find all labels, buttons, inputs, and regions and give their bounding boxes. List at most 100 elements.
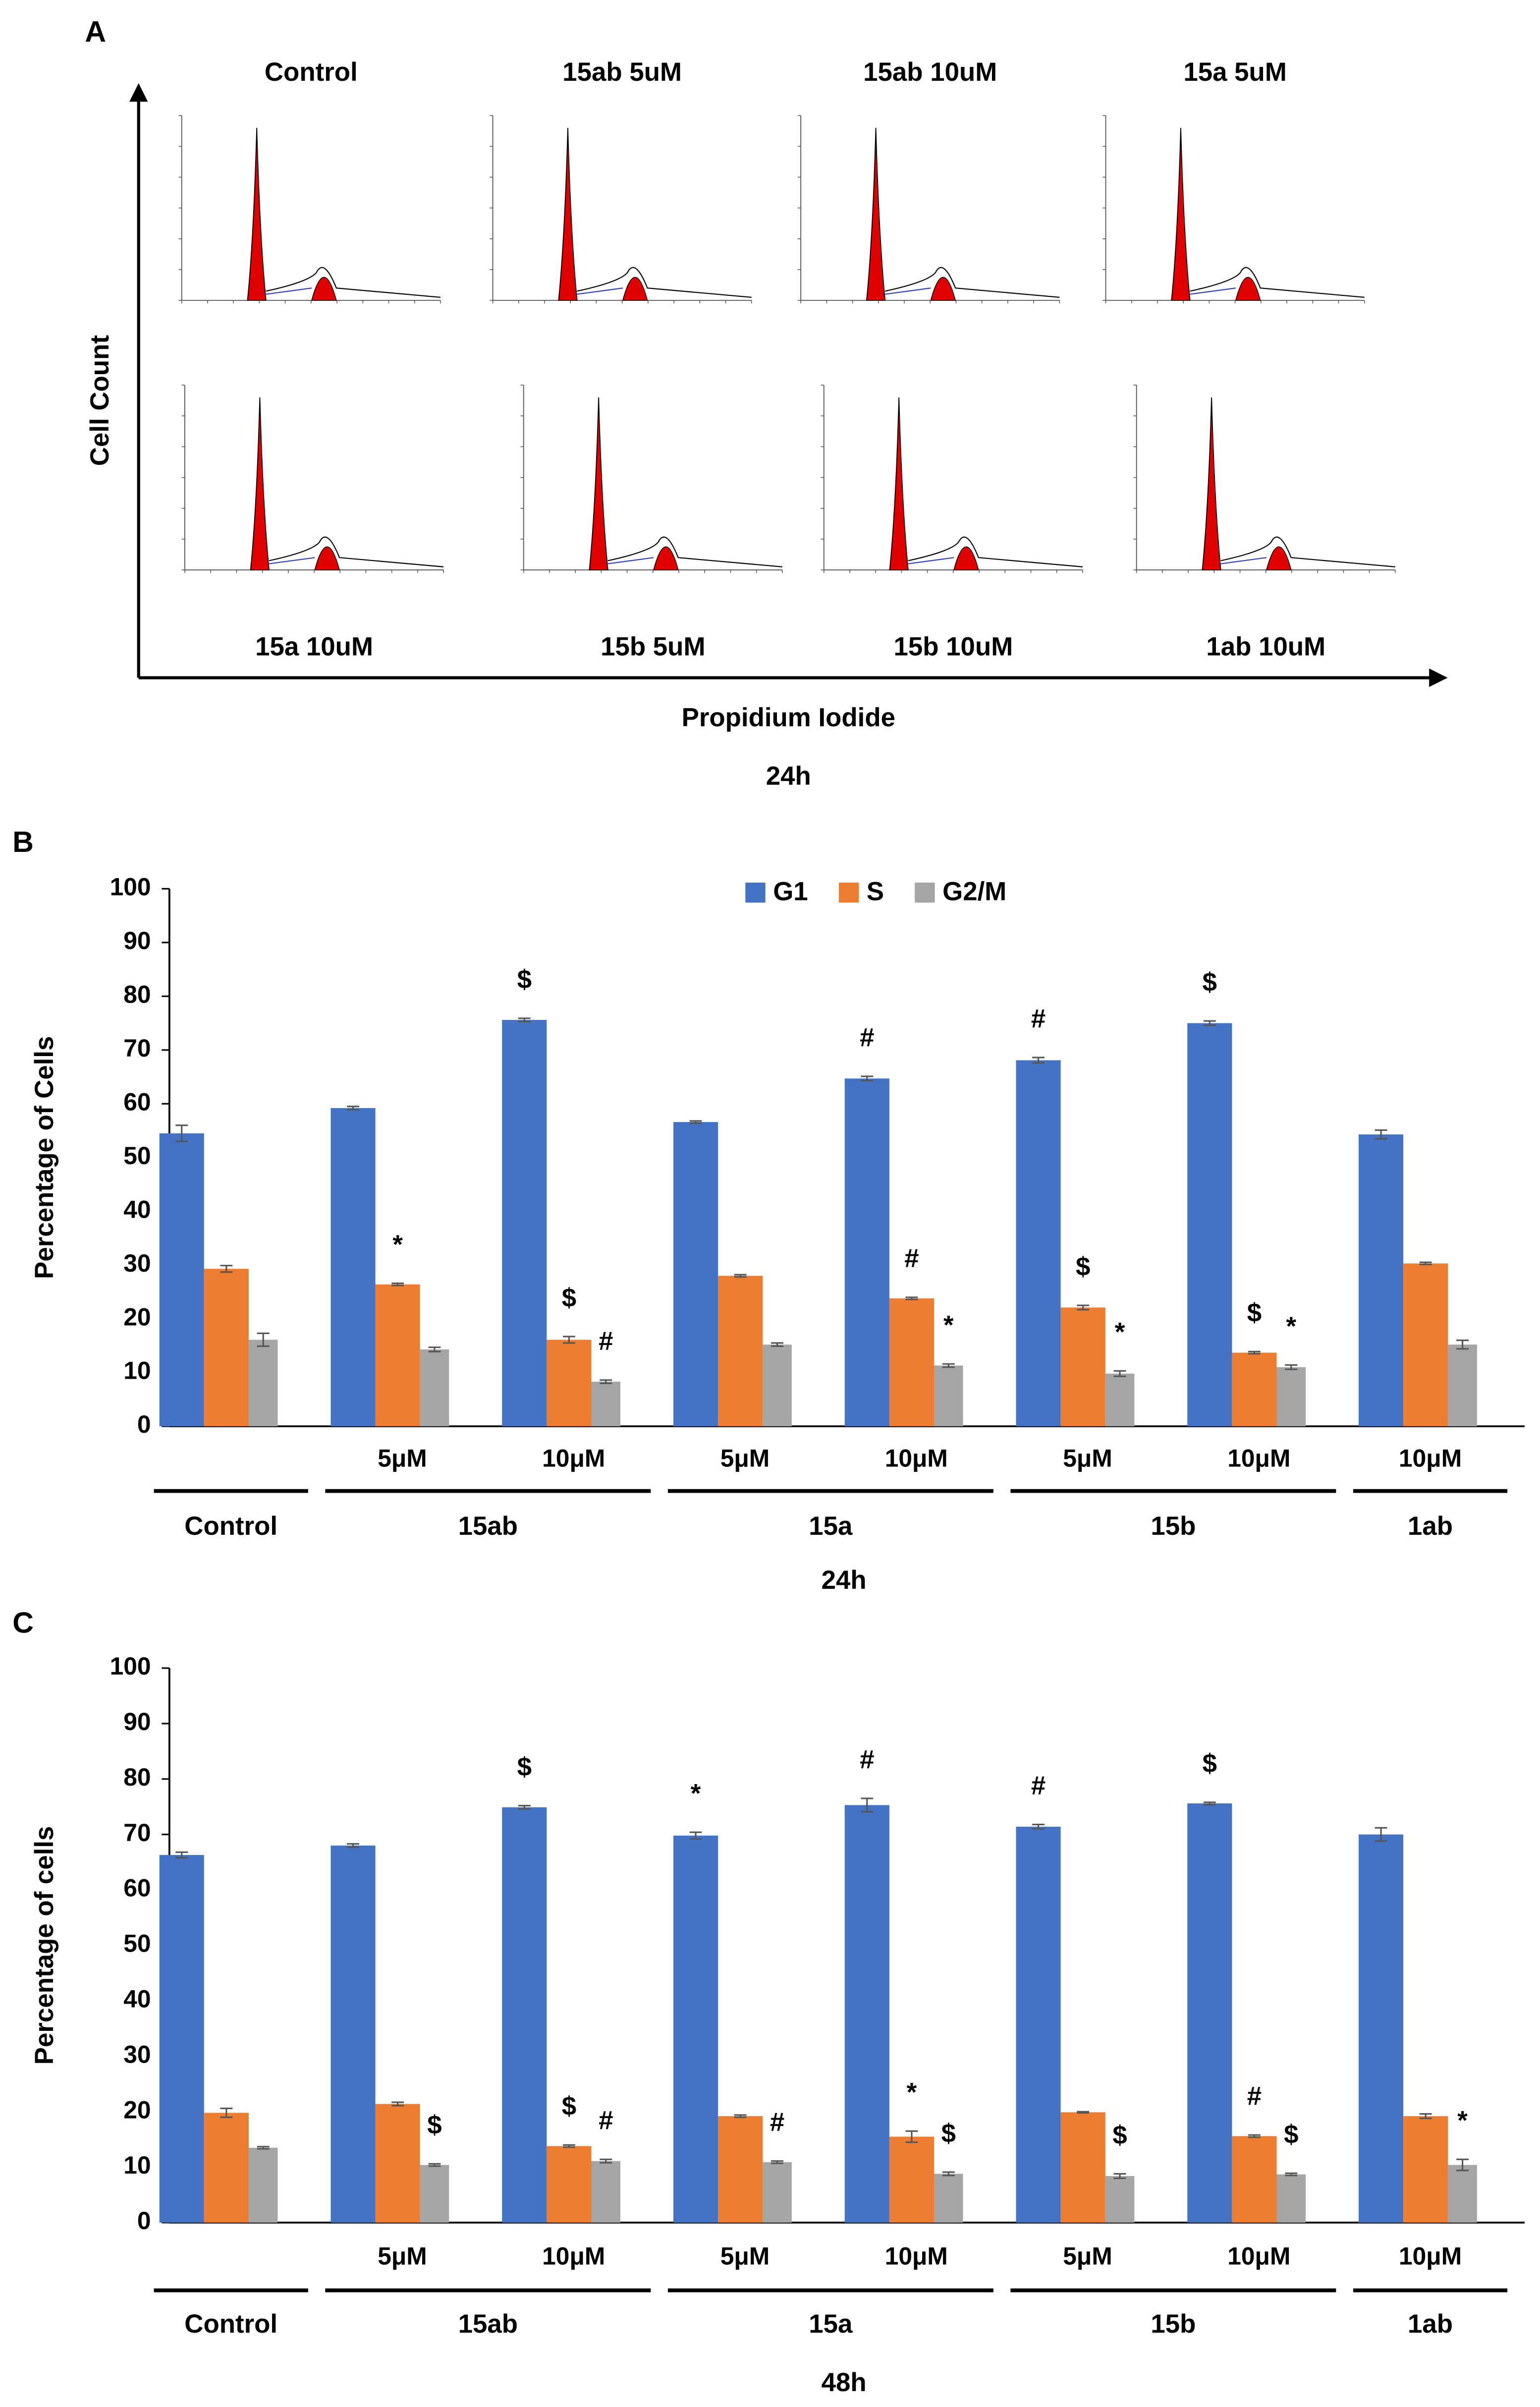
fit-curve <box>607 536 782 567</box>
g1-peak <box>558 128 578 301</box>
panel-label: C <box>12 1607 34 1639</box>
fit-curve <box>577 287 623 295</box>
error-bar <box>257 2146 270 2150</box>
x-tick-label: 10μM <box>885 2242 948 2270</box>
bar <box>763 1344 792 1427</box>
legend-swatch <box>915 882 935 903</box>
y-tick-label: 0 <box>137 2207 151 2235</box>
bar <box>1359 1834 1404 2223</box>
group-label: 15b <box>1151 2309 1196 2339</box>
bar <box>159 1855 204 2223</box>
significance-marker: * <box>943 1311 954 1340</box>
error-bar <box>1032 1057 1045 1064</box>
bar <box>330 1846 376 2223</box>
error-bar <box>220 2107 233 2118</box>
error-bar <box>175 1851 188 1859</box>
error-bar <box>600 2158 612 2164</box>
g1-peak <box>889 397 909 570</box>
significance-marker: $ <box>1247 1298 1262 1328</box>
x-tick-label: 10μM <box>542 1445 605 1472</box>
fit-curve <box>1190 267 1365 298</box>
error-bar <box>1375 1827 1387 1842</box>
x-tick-label: 5μM <box>720 2242 770 2270</box>
y-tick-label: 90 <box>123 1708 151 1735</box>
y-tick-label: 100 <box>110 873 151 901</box>
fit-curve <box>269 536 444 567</box>
bar <box>718 1276 763 1427</box>
error-bar <box>347 1106 359 1111</box>
bar <box>420 2165 449 2223</box>
error-bar <box>1375 1129 1387 1140</box>
error-bar <box>562 1336 575 1344</box>
bar <box>1232 2136 1277 2223</box>
error-bar <box>562 2144 575 2148</box>
histogram-title: 15b 10uM <box>893 632 1013 661</box>
fit-curve <box>266 267 440 298</box>
group-label: 1ab <box>1408 1511 1453 1541</box>
error-bar <box>1285 1364 1298 1370</box>
significance-marker: # <box>904 1244 919 1273</box>
y-tick-label: 50 <box>123 1142 151 1170</box>
y-tick-label: 60 <box>123 1088 151 1116</box>
y-tick-label: 80 <box>123 980 151 1008</box>
error-bar <box>942 1363 955 1368</box>
bar <box>1187 1023 1232 1427</box>
error-bar <box>347 1843 359 1848</box>
histogram-thumbnail <box>490 115 752 304</box>
subtitle: 24h <box>766 762 811 791</box>
g2-peak <box>1235 277 1261 301</box>
error-bar <box>861 1075 874 1082</box>
bar <box>889 2136 935 2223</box>
g2-peak <box>622 277 648 301</box>
g1-peak <box>866 128 886 301</box>
error-bar <box>1113 1370 1126 1377</box>
legend-swatch <box>838 882 859 903</box>
error-bar <box>734 2114 747 2118</box>
error-bar <box>175 1124 188 1142</box>
g2-peak <box>930 277 956 301</box>
significance-marker: $ <box>517 965 532 994</box>
legend-label: G1 <box>773 877 808 906</box>
fit-curve <box>607 557 654 564</box>
y-axis-label: Cell Count <box>85 335 114 466</box>
bar <box>1187 1803 1232 2223</box>
error-bar <box>257 1332 270 1347</box>
significance-marker: * <box>691 1779 701 1808</box>
error-bar <box>734 1274 747 1278</box>
bar <box>1276 2174 1306 2223</box>
fit-curve <box>885 287 931 295</box>
error-bar <box>391 2101 404 2107</box>
bar <box>375 2104 420 2223</box>
bar <box>1060 1307 1105 1427</box>
bar <box>248 2147 278 2223</box>
x-tick-label: 10μM <box>1399 1445 1462 1472</box>
x-tick-label: 10μM <box>885 1445 948 1472</box>
bar <box>673 1835 718 2223</box>
bar <box>889 1298 935 1427</box>
bar <box>547 1340 592 1427</box>
bar <box>844 1805 889 2223</box>
bar <box>1359 1134 1404 1427</box>
histogram-thumbnail <box>520 385 783 573</box>
error-bar <box>1285 2172 1298 2177</box>
y-tick-label: 30 <box>123 1249 151 1277</box>
x-tick-label: 5μM <box>378 2242 427 2270</box>
histogram-thumbnail <box>1133 385 1396 573</box>
error-bar <box>861 1797 874 1813</box>
error-bar <box>771 1342 783 1347</box>
histogram-title: 15ab 10uM <box>863 57 997 87</box>
x-tick-label: 5μM <box>1063 2242 1112 2270</box>
bar <box>330 1108 376 1427</box>
x-tick-label: 5μM <box>1063 1445 1112 1472</box>
error-bar <box>1032 1823 1045 1830</box>
group-label: 15a <box>809 1511 853 1541</box>
error-bar <box>1113 2173 1126 2179</box>
significance-marker: # <box>1247 2081 1262 2111</box>
significance-marker: $ <box>562 1283 576 1312</box>
error-bar <box>1203 1020 1216 1026</box>
bar <box>763 2162 792 2223</box>
bar <box>1403 1263 1448 1427</box>
legend-label: G2/M <box>942 877 1006 906</box>
bar <box>204 1269 249 1427</box>
